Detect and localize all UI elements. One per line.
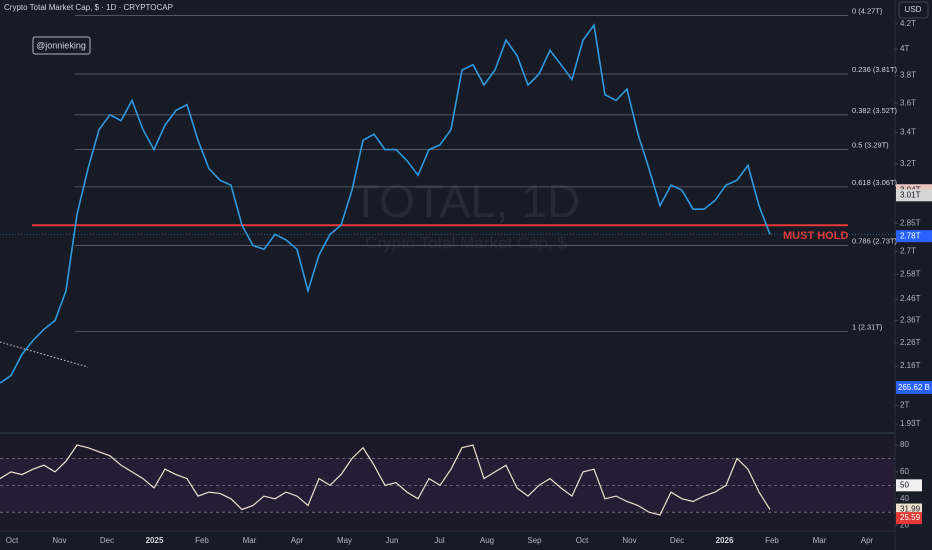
currency-box[interactable] <box>898 1 929 19</box>
y-tick-label: 2.46T <box>900 294 921 303</box>
fib-label: 0.382 (3.52T) <box>852 106 898 115</box>
x-tick-label: Apr <box>291 536 304 545</box>
x-tick-label: 2026 <box>716 536 734 545</box>
author-box <box>32 36 91 55</box>
y-tick-label: 2.36T <box>900 316 921 325</box>
fib-label: 0 (4.27T) <box>852 6 883 15</box>
y-tick-label: 3.8T <box>900 71 916 80</box>
currency[interactable]: USD <box>905 5 922 14</box>
rsi-band <box>0 458 895 511</box>
y-tick-label: 3.4T <box>900 128 916 137</box>
rsi-tick-label: 60 <box>900 467 909 476</box>
rsi-line <box>0 444 771 516</box>
rsi-tag-bg <box>896 479 922 492</box>
x-tick-label: Dec <box>100 536 114 545</box>
price-tag-bg <box>896 230 932 243</box>
fib-label: 1 (2.31T) <box>852 322 883 331</box>
chart-title: Crypto Total Market Cap, $ · 1D · CRYPTO… <box>4 3 173 12</box>
x-tick-label: May <box>337 536 352 545</box>
fib-label: 0.618 (3.06T) <box>852 178 898 187</box>
fib-label: 0.236 (3.81T) <box>852 65 898 74</box>
rsi-tag: 25.59 <box>900 513 921 522</box>
price-line <box>0 23 771 384</box>
x-tick-label: Jul <box>434 536 444 545</box>
x-tick-label: Feb <box>765 536 779 545</box>
x-tick-label: Mar <box>813 536 827 545</box>
x-tick-label: Mar <box>243 536 257 545</box>
author: @jonnieking <box>36 40 86 50</box>
y-tick-label: 2.58T <box>900 270 921 279</box>
y-tick-label: 2.16T <box>900 361 921 370</box>
rsi-tag-bg <box>896 512 922 525</box>
y-tick-label: 2.85T <box>900 219 921 228</box>
price-tag: 2.78T <box>900 231 921 240</box>
x-tick-label: 2025 <box>146 536 164 545</box>
fib-label: 0.786 (2.73T) <box>852 237 898 246</box>
rsi-tick-label: 80 <box>900 440 909 449</box>
y-tick-label: 2.26T <box>900 338 921 347</box>
x-tick-label: Aug <box>480 536 494 545</box>
trend-line <box>0 341 89 368</box>
rsi-tag: 50 <box>900 480 909 489</box>
x-tick-label: Jun <box>386 536 399 545</box>
fib-label: 0.5 (3.29T) <box>852 141 889 150</box>
price-tag-bg <box>896 189 932 202</box>
x-tick-label: Nov <box>52 536 66 545</box>
y-tick-label: 3.6T <box>900 98 916 107</box>
x-tick-label: Dec <box>670 536 684 545</box>
y-tick-label: 3.2T <box>900 159 916 168</box>
x-tick-label: Apr <box>861 536 874 545</box>
watermark-name: Crypto Total Market Cap, $ <box>365 233 567 252</box>
volume-tag-bg <box>896 381 932 394</box>
y-tick-label: 1.93T <box>900 419 921 428</box>
x-tick-label: Nov <box>622 536 636 545</box>
y-tick-label: 4T <box>900 44 909 53</box>
y-tick-label: 2.7T <box>900 246 916 255</box>
price-tag: 3.01T <box>900 190 921 199</box>
watermark-symbol: TOTAL, 1D <box>352 175 580 227</box>
x-tick-label: Sep <box>527 536 542 545</box>
rsi-tick-label: 40 <box>900 494 909 503</box>
x-tick-label: Oct <box>6 536 19 545</box>
rsi-tag: 31.99 <box>900 505 921 514</box>
x-tick-label: Feb <box>195 536 209 545</box>
y-tick-label: 2T <box>900 401 909 410</box>
y-tick-label: 4.2T <box>900 19 916 28</box>
volume-tag: 265.62 B <box>898 383 930 392</box>
support-label: MUST HOLD <box>783 230 848 242</box>
x-tick-label: Oct <box>576 536 589 545</box>
rsi-tick-label: 20 <box>900 521 909 530</box>
